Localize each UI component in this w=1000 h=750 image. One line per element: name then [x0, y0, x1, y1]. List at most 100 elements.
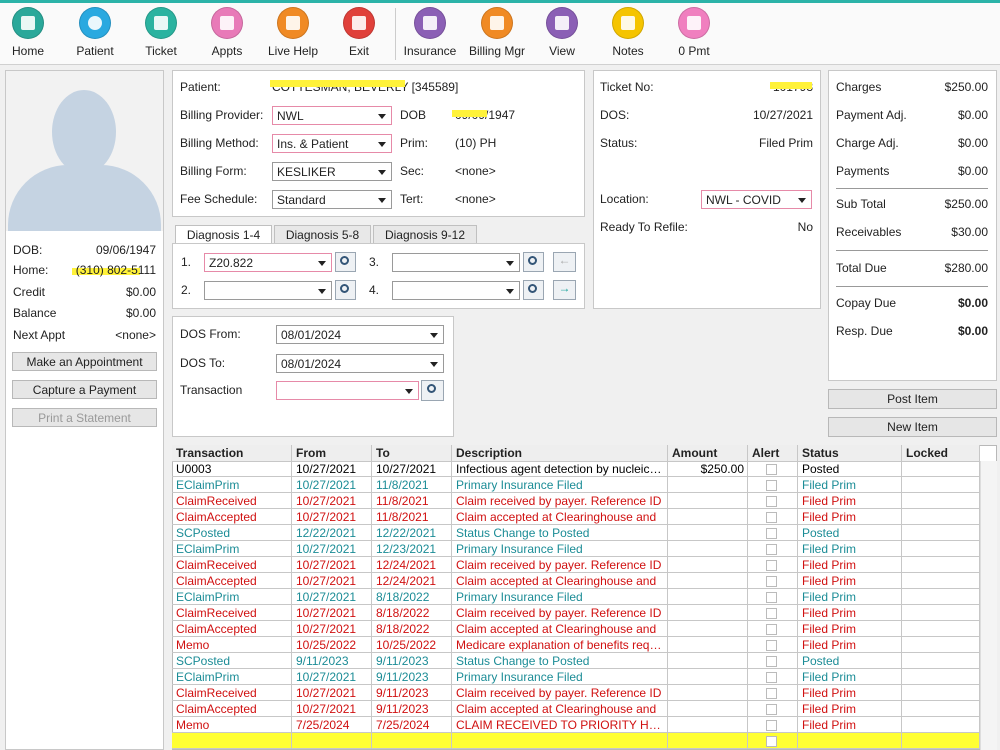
alert-checkbox[interactable] [766, 720, 777, 731]
column-header[interactable]: From [292, 445, 372, 462]
dropdown[interactable]: 08/01/2024 [276, 354, 444, 373]
table-cell: 10/27/2021 [292, 477, 372, 493]
dropdown[interactable]: 08/01/2024 [276, 325, 444, 344]
table-cell: Filed Prim [798, 605, 902, 621]
alert-checkbox[interactable] [766, 544, 777, 555]
toolbar-label[interactable]: Ticket [145, 44, 177, 58]
detail-value: (10) PH [455, 136, 497, 150]
detail-label: Prim: [400, 136, 428, 150]
dropdown[interactable]: NWL - COVID [701, 190, 812, 209]
table-cell [748, 557, 798, 573]
new-row-cell [372, 733, 452, 749]
diagnosis-tab[interactable]: Diagnosis 1-4 [175, 225, 272, 244]
table-cell [668, 493, 748, 509]
diagnosis-dropdown[interactable] [392, 281, 520, 300]
redaction [770, 82, 812, 89]
table-cell [902, 701, 980, 717]
summary-button[interactable]: Capture a Payment [12, 380, 157, 399]
table-cell: Memo [172, 717, 292, 733]
table-cell [902, 669, 980, 685]
column-header[interactable]: To [372, 445, 452, 462]
toolbar-icon[interactable] [612, 7, 644, 39]
total-value: $250.00 [944, 80, 988, 94]
ticket-label: Location: [600, 192, 649, 206]
column-header[interactable]: Status [798, 445, 902, 462]
table-cell [668, 605, 748, 621]
alert-checkbox[interactable] [766, 464, 777, 475]
diagnosis-tab[interactable]: Diagnosis 9-12 [373, 225, 477, 244]
alert-checkbox[interactable] [766, 736, 777, 747]
column-header[interactable]: Description [452, 445, 668, 462]
total-label: Charges [836, 80, 882, 94]
summary-button[interactable]: Make an Appointment [12, 352, 157, 371]
dropdown[interactable]: KESLIKER [272, 162, 392, 181]
toolbar-label[interactable]: 0 Pmt [678, 44, 710, 58]
total-value: $250.00 [944, 197, 988, 211]
toolbar-label[interactable]: Notes [612, 44, 644, 58]
table-cell: Claim accepted at Clearinghouse and [452, 509, 668, 525]
transaction-input[interactable] [276, 381, 419, 400]
diagnosis-dropdown[interactable]: Z20.822 [204, 253, 332, 272]
total-value: $30.00 [951, 225, 988, 239]
alert-checkbox[interactable] [766, 592, 777, 603]
toolbar-label[interactable]: Exit [348, 44, 369, 58]
toolbar-label[interactable]: Insurance [403, 44, 457, 58]
table-cell: 11/8/2021 [372, 493, 452, 509]
table-cell: Claim received by payer. Reference ID [452, 493, 668, 509]
table-cell [748, 461, 798, 477]
alert-checkbox[interactable] [766, 624, 777, 635]
detail-value: <none> [455, 192, 496, 206]
column-header[interactable]: Alert [748, 445, 798, 462]
alert-checkbox[interactable] [766, 704, 777, 715]
table-cell [748, 477, 798, 493]
table-cell [668, 685, 748, 701]
toolbar-label[interactable]: Patient [76, 44, 114, 58]
action-button[interactable]: New Item [828, 417, 997, 437]
arrow-button[interactable]: → [553, 280, 576, 300]
total-value: $0.00 [957, 108, 988, 122]
dropdown[interactable]: Ins. & Patient [272, 134, 392, 153]
alert-checkbox[interactable] [766, 560, 777, 571]
total-label: Payment Adj. [836, 108, 907, 122]
table-cell: Memo [172, 637, 292, 653]
toolbar-label[interactable]: Billing Mgr [468, 44, 525, 58]
alert-checkbox[interactable] [766, 672, 777, 683]
ticket-value: Filed Prim [758, 136, 813, 150]
toolbar-label[interactable]: Home [11, 44, 44, 58]
alert-checkbox[interactable] [766, 512, 777, 523]
total-value: $0.00 [957, 296, 988, 310]
alert-checkbox[interactable] [766, 640, 777, 651]
table-cell: EClaimPrim [172, 589, 292, 605]
alert-checkbox[interactable] [766, 608, 777, 619]
table-cell [748, 637, 798, 653]
toolbar-label[interactable]: Appts [211, 44, 243, 58]
filter-label: Transaction [180, 383, 243, 397]
icon-glyph [423, 16, 437, 30]
diagnosis-tab[interactable]: Diagnosis 5-8 [274, 225, 371, 244]
diagnosis-dropdown[interactable] [392, 253, 520, 272]
action-button[interactable]: Post Item [828, 389, 997, 409]
table-cell: 10/25/2022 [292, 637, 372, 653]
alert-checkbox[interactable] [766, 656, 777, 667]
table-cell: 10/25/2022 [372, 637, 452, 653]
alert-checkbox[interactable] [766, 480, 777, 491]
column-header[interactable]: Amount [668, 445, 748, 462]
table-cell [668, 557, 748, 573]
toolbar-label[interactable]: Live Help [267, 44, 319, 58]
table-cell [902, 509, 980, 525]
table-cell [748, 717, 798, 733]
column-header[interactable]: Transaction [172, 445, 292, 462]
dropdown[interactable]: Standard [272, 190, 392, 209]
column-header[interactable]: Locked [902, 445, 980, 462]
alert-checkbox[interactable] [766, 496, 777, 507]
toolbar-label[interactable]: View [549, 44, 575, 58]
diagnosis-dropdown[interactable] [204, 281, 332, 300]
alert-checkbox[interactable] [766, 528, 777, 539]
alert-checkbox[interactable] [766, 688, 777, 699]
table-cell: 9/11/2023 [372, 701, 452, 717]
table-cell: 12/24/2021 [372, 573, 452, 589]
alert-checkbox[interactable] [766, 576, 777, 587]
dropdown[interactable]: NWL [272, 106, 392, 125]
table-cell: Posted [798, 653, 902, 669]
